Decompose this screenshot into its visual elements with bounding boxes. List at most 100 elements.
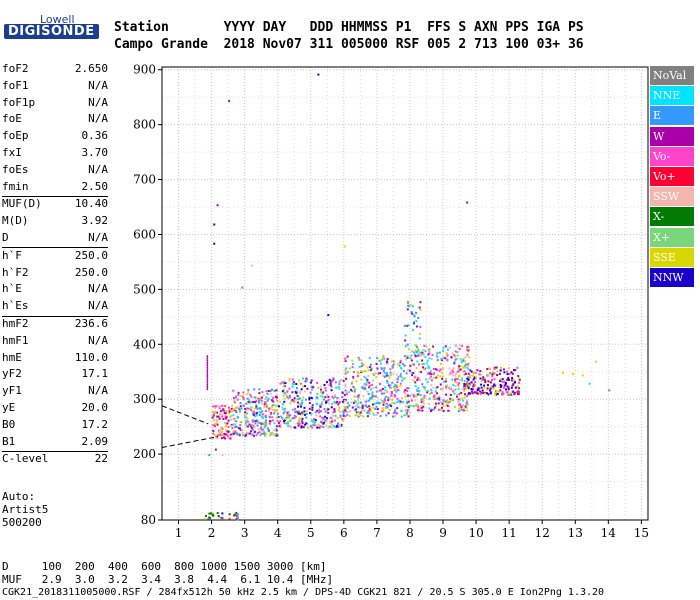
echo-point xyxy=(358,365,361,368)
echo-point xyxy=(406,354,409,357)
echo-point xyxy=(489,388,492,391)
echo-point xyxy=(446,404,449,407)
echo-point xyxy=(354,414,357,417)
echo-point xyxy=(218,412,221,415)
param-name: C-level xyxy=(2,452,49,466)
echo-point xyxy=(415,367,418,370)
echo-point xyxy=(418,306,421,309)
echo-point xyxy=(284,407,287,410)
echo-point xyxy=(413,321,416,324)
echo-point xyxy=(430,379,433,382)
echo-point xyxy=(336,424,339,427)
echo-point xyxy=(344,407,347,410)
echo-point xyxy=(469,369,472,372)
echo-point xyxy=(217,429,220,432)
echo-point xyxy=(279,423,282,426)
echo-point xyxy=(301,420,304,423)
echo-point xyxy=(255,404,258,407)
echo-point xyxy=(240,407,243,410)
echo-point xyxy=(388,397,391,400)
echo-point xyxy=(423,394,426,397)
echo-point xyxy=(514,386,517,389)
echo-point xyxy=(414,399,417,402)
echo-point xyxy=(224,415,227,418)
echo-point xyxy=(501,380,504,383)
echo-point xyxy=(360,364,363,367)
echo-point xyxy=(381,410,384,413)
echo-point xyxy=(395,373,398,376)
echo-point xyxy=(273,422,276,425)
echo-point xyxy=(311,406,314,409)
echo-point xyxy=(329,416,332,419)
echo-point xyxy=(414,349,417,352)
echo-point xyxy=(225,422,228,425)
echo-point xyxy=(212,425,215,428)
echo-point xyxy=(346,413,349,416)
echo-point xyxy=(426,359,429,362)
echo-point xyxy=(269,420,272,423)
echo-point xyxy=(379,362,382,365)
echo-point xyxy=(499,379,502,382)
echo-point xyxy=(415,405,418,408)
echo-point xyxy=(286,414,289,417)
echo-point xyxy=(466,347,469,350)
echo-point xyxy=(253,388,256,391)
echo-point xyxy=(221,517,224,520)
echo-point xyxy=(295,392,298,395)
echo-point xyxy=(367,369,370,372)
echo-point xyxy=(453,354,456,357)
echo-point xyxy=(349,410,352,413)
echo-point xyxy=(467,362,470,365)
echo-point xyxy=(363,375,366,378)
echo-point xyxy=(212,419,215,422)
echo-point xyxy=(244,425,247,428)
echo-point xyxy=(418,390,421,393)
echo-point xyxy=(497,390,500,393)
echo-point xyxy=(284,382,287,385)
echo-point xyxy=(498,386,501,389)
echo-point xyxy=(397,389,400,392)
echo-point xyxy=(297,379,300,382)
echo-point xyxy=(325,400,328,403)
echo-point xyxy=(461,397,464,400)
echo-point xyxy=(445,384,448,387)
param-name: foF2 xyxy=(2,62,29,75)
echo-point xyxy=(316,392,319,395)
echo-point xyxy=(246,418,249,421)
echo-point xyxy=(446,348,449,351)
echo-point xyxy=(433,372,436,375)
echo-point xyxy=(435,376,438,379)
echo-point xyxy=(466,403,469,406)
echo-point xyxy=(289,414,292,417)
echo-point xyxy=(458,409,461,412)
echo-point xyxy=(407,301,410,304)
legend-item: NNE xyxy=(650,86,694,106)
echo-point xyxy=(385,360,388,363)
echo-point xyxy=(382,357,385,360)
echo-point xyxy=(466,345,469,348)
echo-point xyxy=(399,384,402,387)
echo-point xyxy=(257,428,260,431)
echo-point xyxy=(422,399,425,402)
echo-point xyxy=(221,413,224,416)
echo-point xyxy=(271,395,274,398)
echo-point xyxy=(264,416,267,419)
echo-point xyxy=(416,393,419,396)
logo-digisonde: DIGISONDE xyxy=(4,24,99,39)
echo-point xyxy=(255,414,258,417)
echo-point xyxy=(496,370,499,373)
echo-point xyxy=(304,398,307,401)
echo-point xyxy=(453,392,456,395)
echo-point xyxy=(430,391,433,394)
echo-point xyxy=(294,410,297,413)
echo-point xyxy=(411,328,414,331)
echo-point xyxy=(403,414,406,417)
echo-point xyxy=(486,387,489,390)
echo-point xyxy=(228,412,231,415)
plot-frame xyxy=(161,66,649,521)
echo-point xyxy=(342,414,345,417)
echo-point xyxy=(479,390,482,393)
echo-point xyxy=(244,411,247,414)
echo-point xyxy=(246,431,249,434)
echo-point xyxy=(390,374,393,377)
